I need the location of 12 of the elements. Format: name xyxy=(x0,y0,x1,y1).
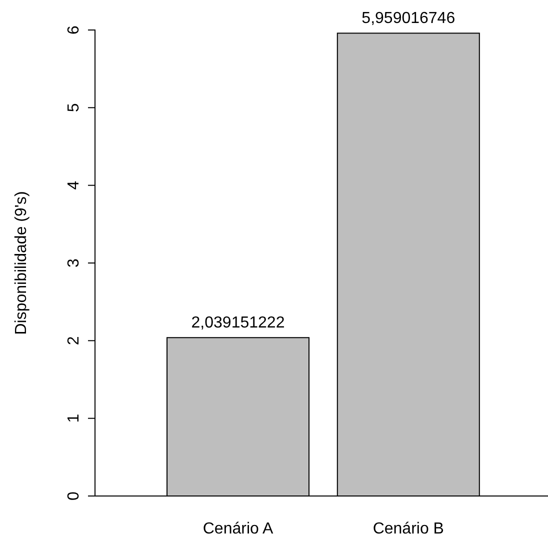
y-tick-label: 4 xyxy=(66,180,83,190)
y-tick-label: 3 xyxy=(66,258,83,268)
y-tick-label: 0 xyxy=(66,491,83,500)
x-tick-label: Cenário A xyxy=(202,520,274,538)
y-tick-label: 5 xyxy=(66,103,83,112)
y-axis-title: Disponibilidade (9's) xyxy=(13,191,30,335)
y-tick-label: 1 xyxy=(66,414,83,423)
x-tick-label: Cenário B xyxy=(372,520,444,538)
y-tick-label: 6 xyxy=(66,25,83,34)
data-label: 5,959016746 xyxy=(362,10,456,28)
data-label: 2,039151222 xyxy=(191,314,285,332)
y-tick-label: 2 xyxy=(66,336,83,346)
